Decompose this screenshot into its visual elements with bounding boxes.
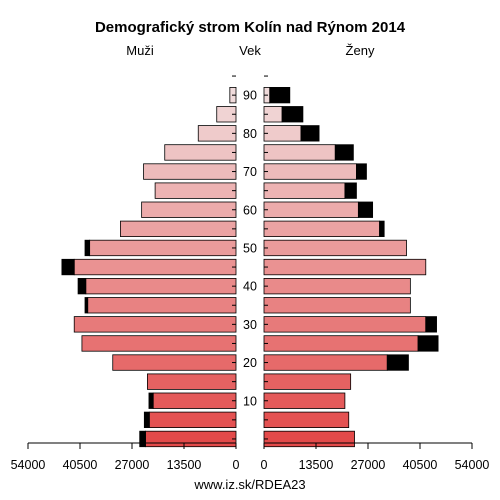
x-tick-label-left: 13500 <box>167 458 202 472</box>
bar-female-foreign-30 <box>425 316 437 333</box>
female-label: Ženy <box>346 43 375 58</box>
x-tick-label-left: 54000 <box>11 458 46 472</box>
bar-female-foreign-60 <box>357 201 374 218</box>
bar-male-foreign-50 <box>84 239 91 257</box>
bar-female-foreign-90 <box>269 87 291 104</box>
bar-female-10 <box>263 392 346 409</box>
age-tick-label: 70 <box>243 165 257 179</box>
x-tick-label-left: 40500 <box>63 458 98 472</box>
age-tick-label: 50 <box>243 241 257 255</box>
age-label: Vek <box>239 43 261 58</box>
bar-female-45 <box>263 258 427 276</box>
bar-male-foreign-10 <box>148 392 154 409</box>
bar-male-50 <box>89 239 237 257</box>
bar-female-75 <box>263 144 336 161</box>
age-tick-label: 20 <box>243 356 257 370</box>
x-tick-label-right: 13500 <box>299 458 334 472</box>
bar-female-foreign-85 <box>281 106 304 123</box>
bar-female-65 <box>263 182 346 199</box>
bar-female-35 <box>263 297 411 314</box>
bar-male-foreign-35 <box>84 297 89 314</box>
age-tick-label: 10 <box>243 394 257 408</box>
x-tick-label-right: 0 <box>261 458 268 472</box>
bar-male-0 <box>145 430 237 448</box>
bar-male-35 <box>87 297 237 314</box>
bar-female-40 <box>263 277 411 295</box>
bar-male-foreign-0 <box>139 430 146 448</box>
x-tick-label-right: 27000 <box>351 458 386 472</box>
age-tick-label: 30 <box>243 318 257 332</box>
bar-male-80 <box>197 125 237 142</box>
x-tick-label-left: 0 <box>233 458 240 472</box>
bar-female-foreign-65 <box>344 182 357 199</box>
bar-male-20 <box>112 354 237 371</box>
axes-group: 90 80 70 60 50 40 30 20 10 54000 40500 27000 13500 0 0… <box>11 75 490 472</box>
bar-male-45 <box>73 258 237 276</box>
bar-female-0 <box>263 430 355 448</box>
age-tick-label: 60 <box>243 203 257 217</box>
male-label: Muži <box>126 43 154 58</box>
bar-female-80 <box>263 125 302 142</box>
bar-female-foreign-80 <box>300 125 320 142</box>
bar-female-30 <box>263 316 427 333</box>
bar-male-15 <box>147 373 237 390</box>
age-tick-label: 40 <box>243 280 257 294</box>
bar-male-foreign-40 <box>77 277 87 295</box>
x-tick-label-left: 27000 <box>115 458 150 472</box>
age-tick-label: 90 <box>243 89 257 103</box>
bar-female-foreign-70 <box>356 163 367 180</box>
bar-male-70 <box>143 163 237 180</box>
bar-female-5 <box>263 411 350 429</box>
bar-female-15 <box>263 373 352 390</box>
bar-female-foreign-55 <box>379 220 385 238</box>
bar-male-foreign-5 <box>143 411 150 429</box>
chart-title: Demografický strom Kolín nad Rýnom 2014 <box>95 19 406 36</box>
bar-male-10 <box>152 392 237 409</box>
bar-male-60 <box>141 201 237 218</box>
bar-male-75 <box>164 144 237 161</box>
bar-female-50 <box>263 239 407 257</box>
bar-male-65 <box>154 182 237 199</box>
bar-female-70 <box>263 163 357 180</box>
bar-male-25 <box>81 335 237 352</box>
x-tick-label-right: 54000 <box>455 458 490 472</box>
bar-female-25 <box>263 335 419 352</box>
bar-female-foreign-20 <box>386 354 409 371</box>
bar-male-30 <box>73 316 237 333</box>
bar-female-55 <box>263 220 380 238</box>
bar-female-foreign-25 <box>417 335 439 352</box>
bar-female-foreign-75 <box>334 144 354 161</box>
bar-female-60 <box>263 201 359 218</box>
bar-male-foreign-45 <box>61 258 75 276</box>
footer-url[interactable]: www.iz.sk/RDEA23 <box>193 477 305 492</box>
bar-male-55 <box>120 220 237 238</box>
age-tick-label: 80 <box>243 127 257 141</box>
bars-group <box>61 87 439 448</box>
bar-female-20 <box>263 354 388 371</box>
bar-male-40 <box>85 277 237 295</box>
bar-male-5 <box>148 411 237 429</box>
x-tick-label-right: 40500 <box>403 458 438 472</box>
